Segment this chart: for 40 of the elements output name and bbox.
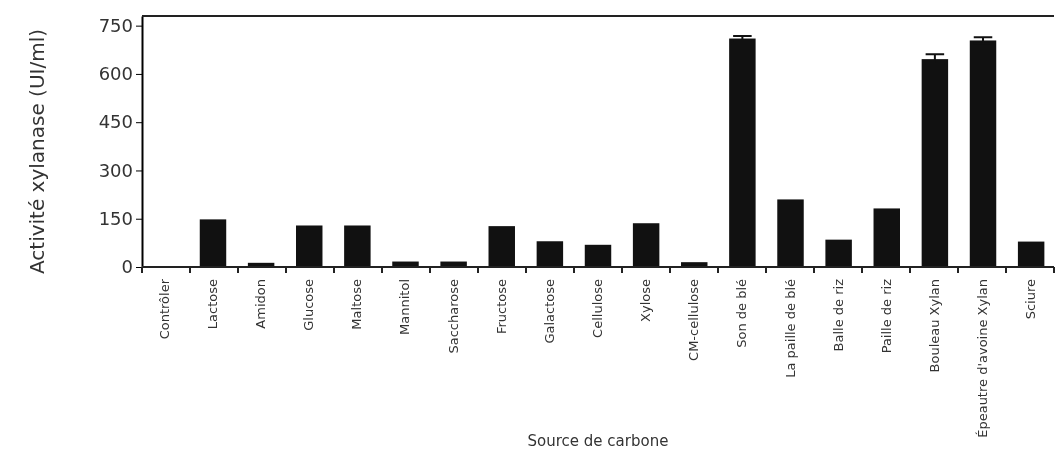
x-tick-label: Lactose [204, 279, 220, 330]
x-tick-label: Contrôler [156, 278, 172, 340]
bar [488, 226, 515, 267]
bar [777, 199, 804, 267]
y-tick-label: 0 [121, 256, 133, 278]
y-tick-label: 600 [98, 63, 133, 85]
bar [344, 225, 371, 267]
x-tick-label: Glucose [301, 279, 317, 331]
x-tick-label: Saccharose [445, 279, 461, 354]
bar [825, 239, 852, 267]
bar [296, 225, 323, 267]
y-axis-title: Activité xylanase (UI/ml) [25, 28, 49, 275]
bar [969, 40, 997, 267]
x-tick-label: Mannitol [397, 279, 413, 335]
bar [873, 208, 900, 267]
y-tick-label: 450 [98, 111, 133, 133]
x-tick-label: Maltose [349, 279, 365, 330]
bar [1017, 241, 1045, 267]
x-tick-label: Fructose [493, 279, 509, 335]
y-tick-label: 750 [98, 14, 133, 36]
bar [729, 38, 756, 267]
x-tick-label: Amidon [253, 279, 269, 329]
y-tick-label: 150 [98, 207, 133, 229]
bar [584, 244, 612, 267]
x-axis-title: Source de carbone [527, 432, 669, 450]
bar [536, 241, 564, 267]
x-tick-label: La paille de blé [782, 279, 798, 378]
x-tick-label: Bouleau Xylan [926, 279, 942, 373]
x-tick-label: Cellulose [590, 279, 605, 338]
bar [632, 223, 660, 267]
x-tick-label: Épeautre d'avoine Xylan [975, 279, 991, 438]
y-tick-label: 300 [98, 159, 133, 181]
x-tick-label: Son de blé [734, 279, 750, 348]
x-tick-label: Balle de riz [830, 278, 846, 352]
x-tick-label: CM-cellulose [686, 279, 702, 361]
x-tick-label: Xylose [638, 279, 654, 322]
x-tick-label: Paille de riz [878, 278, 894, 354]
x-tick-label: Sciure [1023, 279, 1039, 320]
bar [199, 219, 227, 267]
x-tick-label: Galactose [541, 279, 557, 344]
